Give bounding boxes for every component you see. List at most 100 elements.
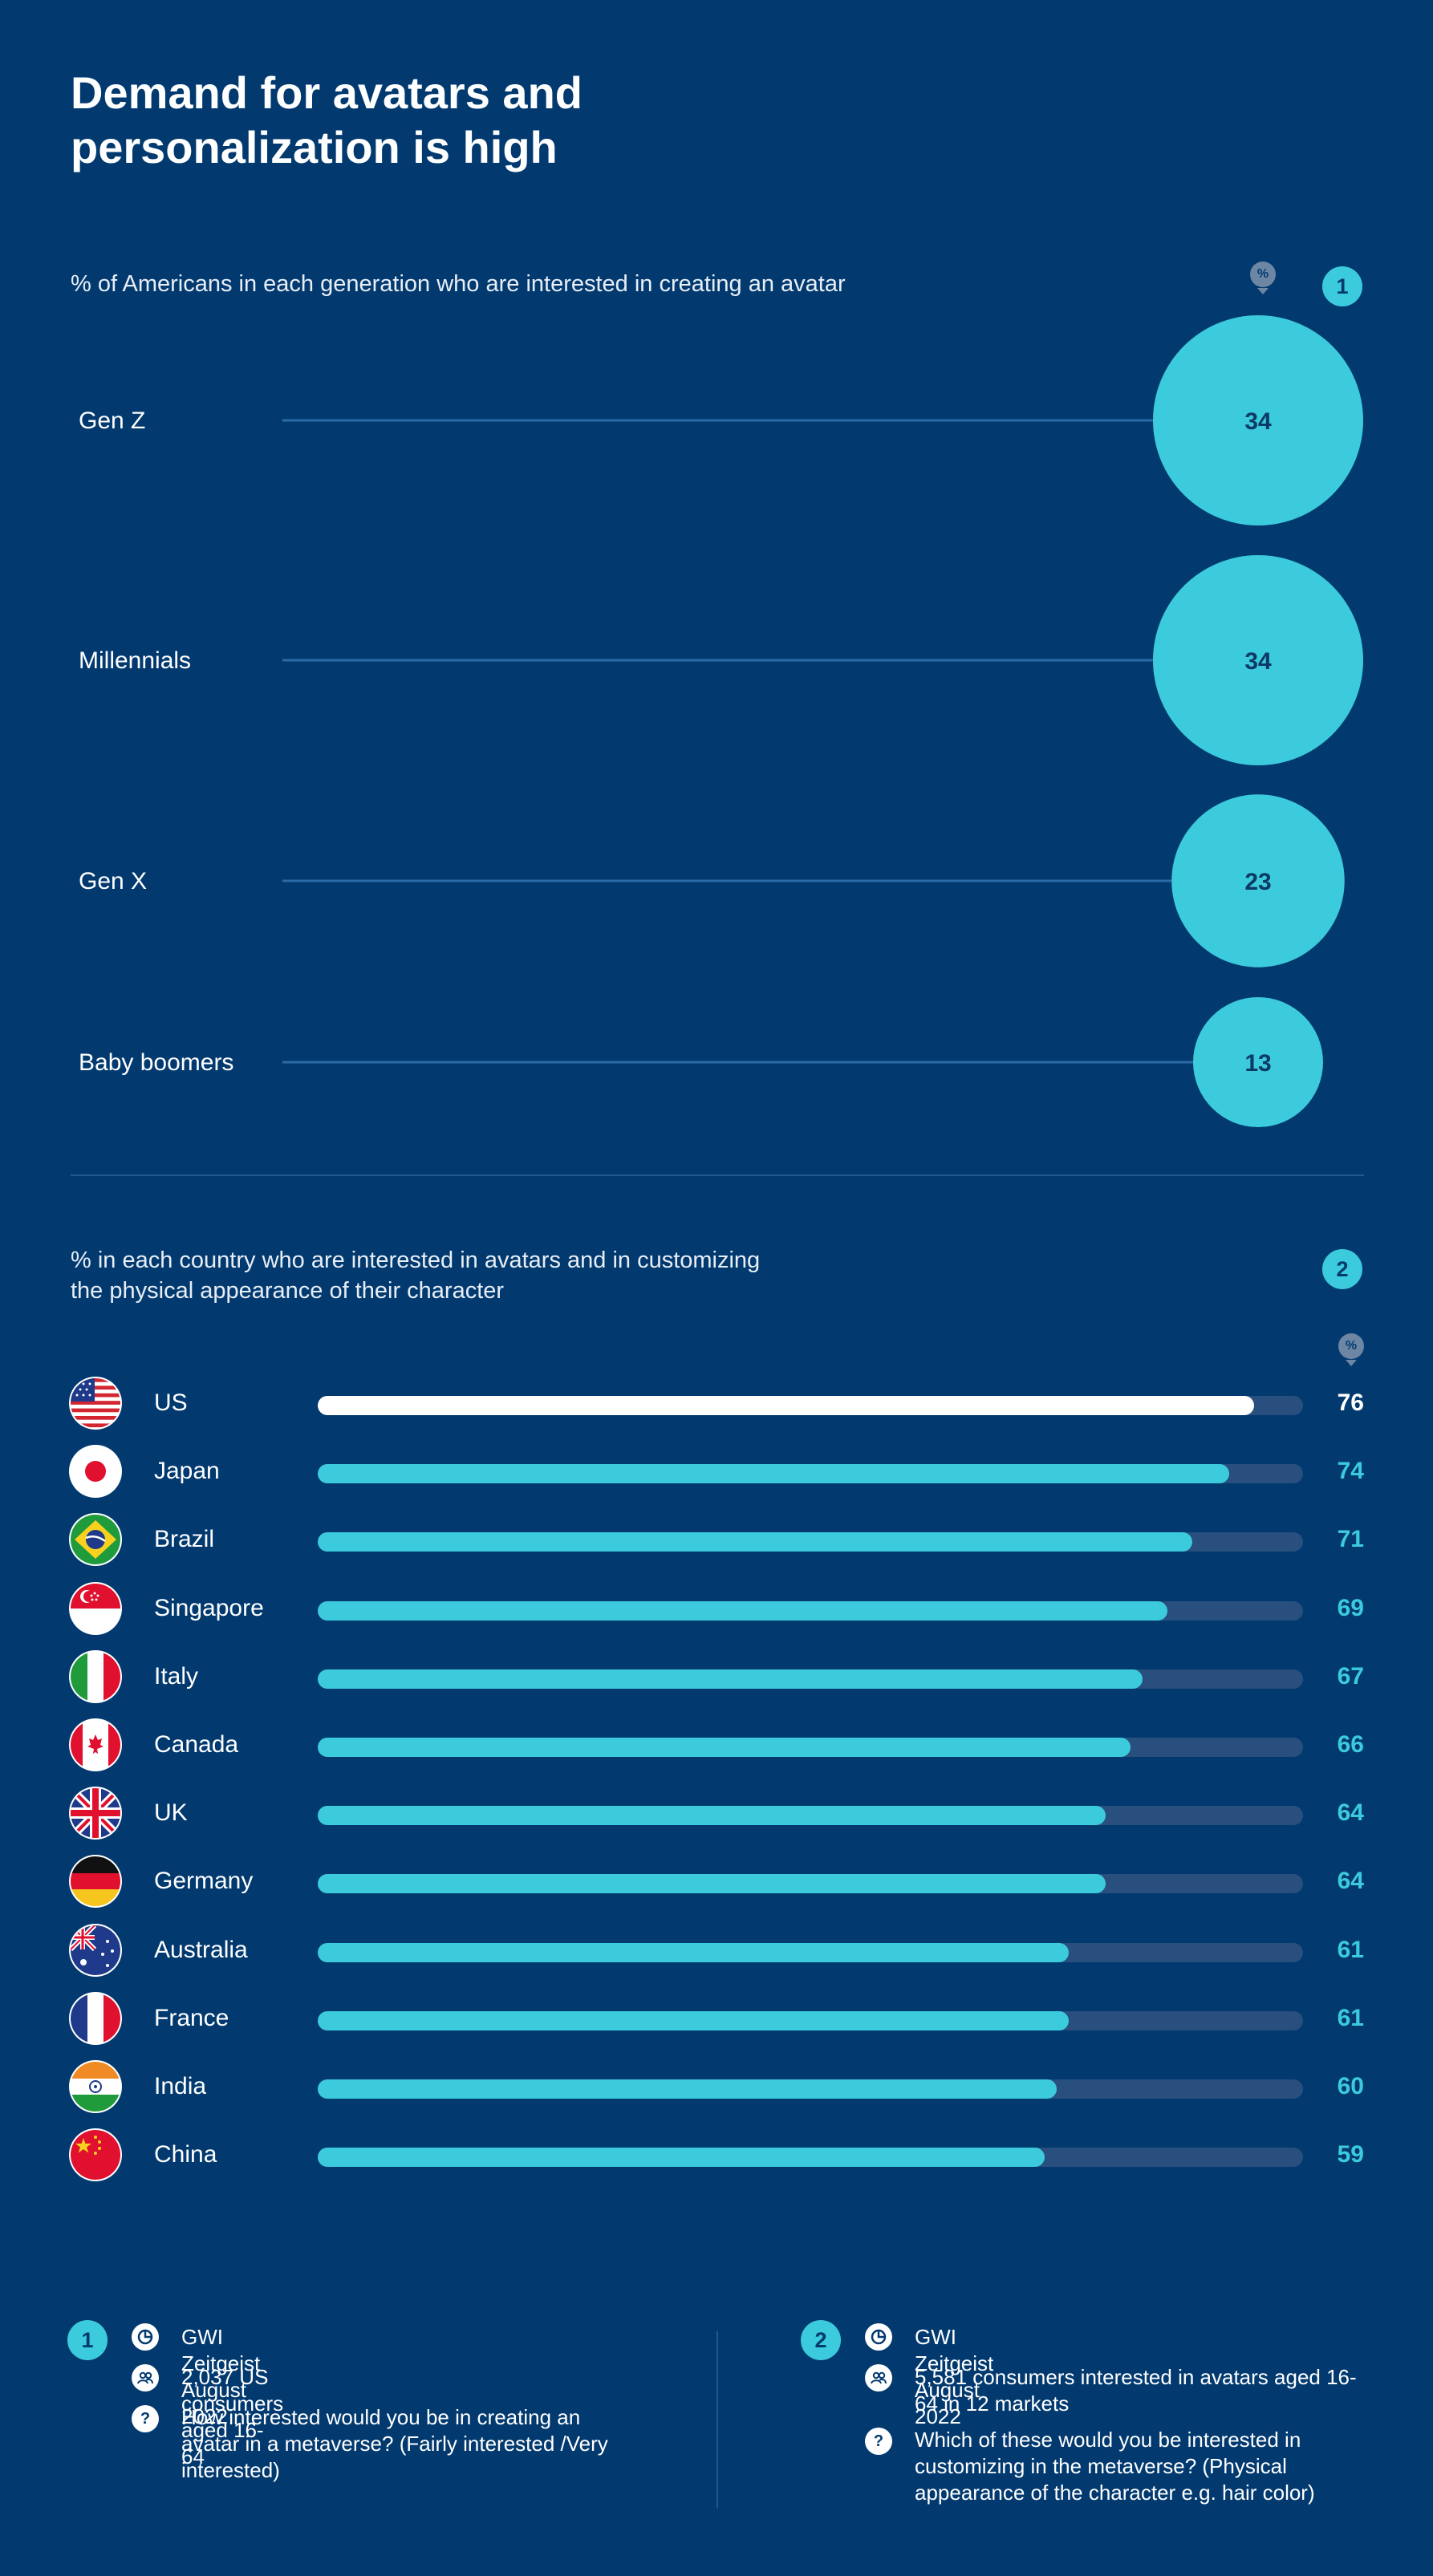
people-icon xyxy=(865,2364,892,2391)
bar-row: US 76 xyxy=(0,1377,1433,1430)
japan-flag-icon xyxy=(71,1446,120,1497)
section-divider xyxy=(71,1174,1364,1176)
bar-track xyxy=(318,2148,1303,2168)
bar-row: India 60 xyxy=(0,2060,1433,2113)
france-flag-icon xyxy=(71,1993,120,2043)
bar-value-label: 71 xyxy=(1337,1526,1364,1553)
bubble xyxy=(1171,794,1345,968)
bar-value-label: 61 xyxy=(1337,2004,1364,2031)
generation-label: Baby boomers xyxy=(79,1049,233,1076)
bar-row: Singapore 69 xyxy=(0,1582,1433,1635)
bar-value-label: 66 xyxy=(1337,1731,1364,1758)
bar-value-label: 60 xyxy=(1337,2073,1364,2099)
bar-row: Australia 61 xyxy=(0,1924,1433,1977)
india-flag-icon xyxy=(71,2062,120,2112)
country-label: India xyxy=(154,2073,207,2099)
country-label: Brazil xyxy=(154,1526,215,1553)
bubble xyxy=(1153,555,1363,765)
country-label: Germany xyxy=(154,1868,254,1895)
bar xyxy=(318,2079,1057,2099)
footnote-badge-2: 2 xyxy=(1322,1249,1362,1289)
china-flag-icon xyxy=(71,2130,120,2180)
bar-chart-subtitle: % in each country who are interested in … xyxy=(71,1247,761,1304)
country-label: Singapore xyxy=(154,1594,264,1621)
bar-value-label: 64 xyxy=(1337,1868,1364,1895)
germany-flag-icon xyxy=(71,1856,120,1907)
people-icon xyxy=(132,2364,159,2391)
bar-track xyxy=(318,1874,1303,1894)
bar-row: Canada 66 xyxy=(0,1718,1433,1771)
footnote-badge-1: 1 xyxy=(1322,266,1362,306)
question-text: How interested would you be in creating … xyxy=(181,2405,608,2482)
bar xyxy=(318,1669,1143,1689)
bar-value-label: 59 xyxy=(1337,2141,1364,2168)
bar-track xyxy=(318,1464,1303,1484)
country-label: Italy xyxy=(154,1662,199,1690)
footnote-badge-1: 1 xyxy=(67,2320,108,2360)
canada-flag-icon xyxy=(71,1720,120,1770)
question-text: Which of these would you be interested i… xyxy=(915,2428,1315,2505)
bar-track xyxy=(318,2010,1303,2030)
bar-track xyxy=(318,1806,1303,1826)
country-label: Australia xyxy=(154,1936,248,1963)
bar xyxy=(318,2010,1070,2030)
percent-unit-icon: % xyxy=(1250,262,1276,294)
italy-flag-icon xyxy=(71,1651,120,1702)
bar-track xyxy=(318,1600,1303,1621)
bar-row: Brazil 71 xyxy=(0,1513,1433,1566)
bar-value-label: 64 xyxy=(1337,1799,1364,1827)
bar xyxy=(318,2148,1045,2168)
generation-bubble-chart: Gen Z 34 Millennials 34 Gen X 23 Baby boomers 1… xyxy=(79,315,1363,1128)
australia-flag-icon xyxy=(71,1925,120,1975)
bar xyxy=(318,1600,1168,1621)
footnote-badge-2: 2 xyxy=(801,2320,841,2360)
bar xyxy=(318,1942,1070,1962)
bubble-value-label: 13 xyxy=(1244,1050,1271,1077)
brazil-flag-icon xyxy=(71,1515,120,1565)
country-label: Canada xyxy=(154,1731,239,1758)
bar xyxy=(318,1874,1106,1894)
us-flag-icon xyxy=(71,1378,120,1428)
bar-value-label: 61 xyxy=(1337,1936,1364,1963)
country-label: France xyxy=(154,2004,229,2031)
country-label: US xyxy=(154,1389,188,1416)
bar-row: Japan 74 xyxy=(0,1445,1433,1498)
generation-label: Millennials xyxy=(79,647,191,674)
bar-track xyxy=(318,1942,1303,1962)
bar xyxy=(318,1738,1131,1757)
percent-unit-icon: % xyxy=(1338,1333,1364,1366)
bar xyxy=(318,1464,1229,1484)
source-text: GWI Zeitgeist August 2022 xyxy=(181,2325,261,2428)
bar-track xyxy=(318,1396,1303,1415)
bar-row: China 59 xyxy=(0,2128,1433,2181)
bar-track xyxy=(318,2079,1303,2099)
pie-chart-icon xyxy=(865,2323,892,2351)
generation-label: Gen X xyxy=(79,868,147,895)
uk-flag-icon xyxy=(71,1788,120,1839)
singapore-flag-icon xyxy=(71,1583,120,1633)
pie-chart-icon xyxy=(132,2323,159,2351)
sample-text: 5,581 consumers interested in avatars ag… xyxy=(915,2365,1357,2416)
generation-label: Gen Z xyxy=(79,408,145,434)
bubble-value-label: 34 xyxy=(1244,408,1272,435)
bar-track xyxy=(318,1738,1303,1757)
bar-track xyxy=(318,1669,1303,1689)
source-text: GWI Zeitgeist August 2022 xyxy=(915,2325,994,2428)
bar-track xyxy=(318,1532,1303,1552)
bar xyxy=(318,1806,1106,1826)
bubble xyxy=(1153,315,1363,525)
bar-row: Germany 64 xyxy=(0,1855,1433,1908)
country-label: UK xyxy=(154,1799,188,1827)
bubble-chart-subtitle: % of Americans in each generation who ar… xyxy=(71,271,846,297)
bar-value-label: 69 xyxy=(1337,1594,1364,1621)
country-label: Japan xyxy=(154,1458,220,1485)
bubble-value-label: 23 xyxy=(1244,869,1271,895)
bar xyxy=(318,1396,1254,1415)
bar-row: UK 64 xyxy=(0,1787,1433,1840)
bar-row: France 61 xyxy=(0,1992,1433,2045)
bar-value-label: 76 xyxy=(1337,1389,1364,1416)
sample-text: 2,037 US consumers aged 16-64 xyxy=(181,2365,284,2468)
footer-divider xyxy=(716,2331,718,2508)
question-icon: ? xyxy=(132,2405,159,2432)
bar xyxy=(318,1532,1192,1552)
